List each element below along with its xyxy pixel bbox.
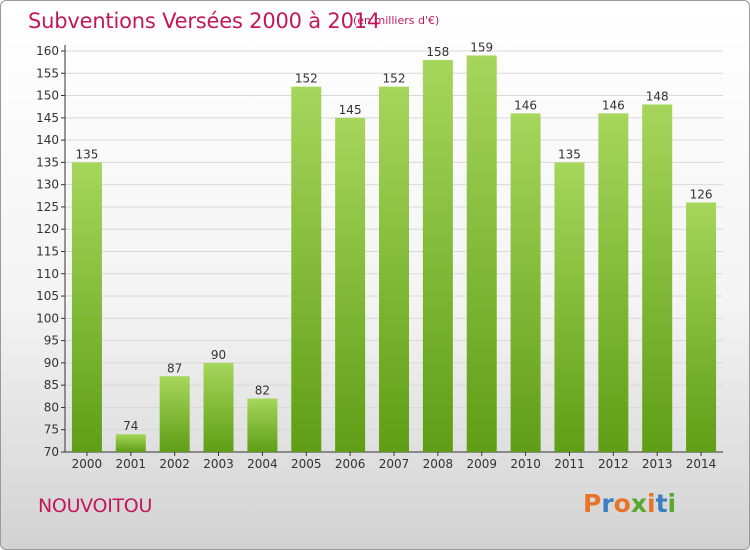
data-label-2013: 148: [646, 89, 669, 103]
bar-2004: [247, 398, 278, 452]
data-label-2008: 158: [426, 45, 449, 59]
data-label-2002: 87: [167, 361, 182, 375]
x-tick-label-2012: 2012: [598, 457, 629, 471]
data-label-2004: 82: [255, 384, 270, 398]
x-tick-label-2004: 2004: [247, 457, 278, 471]
x-tick-label-2001: 2001: [116, 457, 147, 471]
bar-2002: [159, 376, 190, 452]
x-tick-label-2006: 2006: [335, 457, 366, 471]
x-tick-label-2005: 2005: [291, 457, 322, 471]
x-tick-label-2010: 2010: [510, 457, 541, 471]
x-tick-label-2003: 2003: [203, 457, 234, 471]
bar-2003: [203, 362, 234, 452]
logo-letter: r: [601, 489, 614, 518]
data-label-2001: 74: [123, 419, 138, 433]
x-tick-label-2000: 2000: [72, 457, 103, 471]
y-tick-label: 130: [36, 178, 59, 192]
bar-2008: [422, 59, 453, 453]
chart-unit: (en milliers d'€): [353, 14, 440, 27]
y-tick-label: 125: [36, 200, 59, 214]
x-tick-label-2011: 2011: [554, 457, 585, 471]
data-label-2010: 146: [514, 98, 537, 112]
x-tick-label-2002: 2002: [159, 457, 190, 471]
bar-2007: [379, 86, 409, 453]
bar-2013: [642, 104, 673, 452]
y-tick-label: 115: [36, 245, 59, 259]
data-label-2000: 135: [75, 147, 98, 161]
data-label-2005: 152: [295, 72, 318, 86]
bar-2000: [71, 162, 102, 452]
y-tick-label: 155: [36, 66, 59, 80]
bar-2006: [335, 117, 366, 452]
data-label-2006: 145: [339, 103, 362, 117]
x-tick-labels: 2000 2001 2002 2003 2004 2005 2006 2007 2008 2009…: [72, 452, 717, 471]
logo-letter: x: [630, 489, 647, 518]
y-tick-label: 160: [36, 44, 59, 58]
data-label-2009: 159: [470, 40, 493, 54]
logo-letter: i: [667, 489, 677, 518]
data-labels: 135 74 87 90 82 152 145 152 158 159 146 135 146 148 12…: [75, 40, 712, 433]
data-label-2012: 146: [602, 98, 625, 112]
y-tick-label: 140: [36, 133, 59, 147]
x-tick-label-2013: 2013: [642, 457, 673, 471]
y-tick-label: 120: [36, 222, 59, 236]
bars: [71, 55, 717, 453]
bar-2010: [510, 113, 541, 452]
bar-2014: [686, 202, 717, 452]
y-tick-label: 145: [36, 111, 59, 125]
y-tick-label: 100: [36, 311, 59, 325]
y-tick-label: 95: [44, 334, 59, 348]
y-tick-label: 70: [44, 445, 59, 459]
x-tick-label-2009: 2009: [466, 457, 497, 471]
logo-letter: P: [583, 489, 602, 518]
proxiti-logo[interactable]: Proxiti: [583, 489, 676, 518]
y-tick-label: 80: [44, 400, 59, 414]
data-label-2003: 90: [211, 348, 226, 362]
x-tick-label-2008: 2008: [423, 457, 454, 471]
bar-2009: [466, 55, 497, 452]
x-tick-label-2007: 2007: [379, 457, 410, 471]
y-tick-label: 135: [36, 155, 59, 169]
y-tick-label: 105: [36, 289, 59, 303]
y-tick-label: 150: [36, 89, 59, 103]
y-tick-label: 110: [36, 267, 59, 281]
y-tick-label: 75: [44, 423, 59, 437]
logo-letter: o: [613, 489, 631, 518]
y-tick-label: 90: [44, 356, 59, 370]
bar-2012: [598, 113, 629, 452]
bar-2005: [291, 86, 322, 453]
data-label-2014: 126: [690, 187, 713, 201]
y-tick-label: 85: [44, 378, 59, 392]
data-label-2007: 152: [383, 72, 406, 86]
logo-letter: t: [655, 489, 668, 518]
bar-2001: [115, 434, 146, 452]
chart-title: Subventions Versées 2000 à 2014: [28, 9, 381, 33]
x-tick-label-2014: 2014: [686, 457, 717, 471]
bar-2011: [554, 162, 585, 452]
data-label-2011: 135: [558, 147, 581, 161]
y-tick-labels: 70 75 80 85 90 95 100 105 110 115 120 125 130 135 140 1…: [36, 44, 65, 459]
commune-name: NOUVOITOU: [38, 495, 153, 517]
logo-letter: i: [647, 489, 656, 518]
